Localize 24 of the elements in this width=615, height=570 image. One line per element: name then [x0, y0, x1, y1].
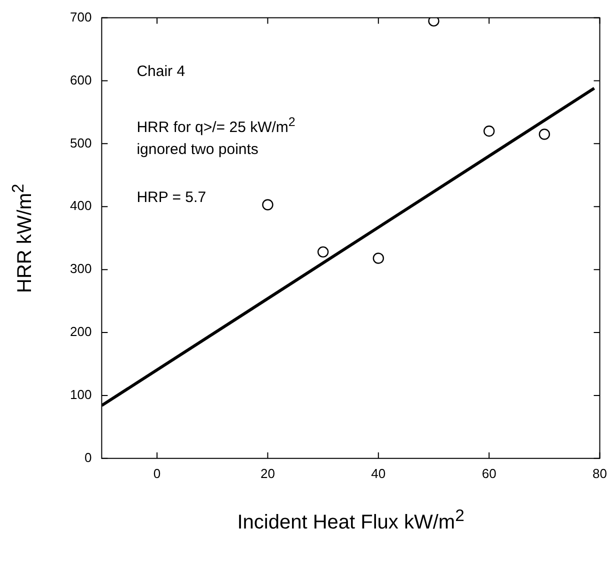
y-tick-label: 0 — [84, 450, 92, 465]
y-tick-label: 400 — [70, 198, 92, 214]
point — [483, 125, 495, 137]
point — [428, 18, 440, 27]
point — [538, 128, 550, 140]
annotation: HRP = 5.7 — [136, 188, 206, 206]
y-tick-label: 600 — [70, 72, 92, 88]
point — [317, 246, 329, 258]
x-tick-label: 0 — [153, 466, 161, 481]
x-tick-label: 40 — [371, 466, 386, 481]
annotation: Chair 4 — [136, 62, 186, 80]
x-tick-label: 80 — [592, 466, 608, 481]
annotation: HRR for q>/= 25 kW/m$^{2}$ — [136, 115, 296, 136]
point — [262, 199, 274, 210]
x-axis-title: Incident Heat Flux kW/m$^{2}$ — [237, 506, 464, 536]
annotation: ignored two points — [136, 140, 258, 158]
point — [372, 252, 384, 264]
y-tick-label: 700 — [70, 9, 92, 24]
x-tick-label: 60 — [482, 466, 496, 481]
y-tick-label: 500 — [70, 135, 92, 150]
y-tick-label: 200 — [70, 324, 92, 340]
y-tick-label: 300 — [70, 261, 92, 276]
y-tick-label: 100 — [70, 387, 92, 402]
x-tick-label: 20 — [260, 466, 275, 481]
